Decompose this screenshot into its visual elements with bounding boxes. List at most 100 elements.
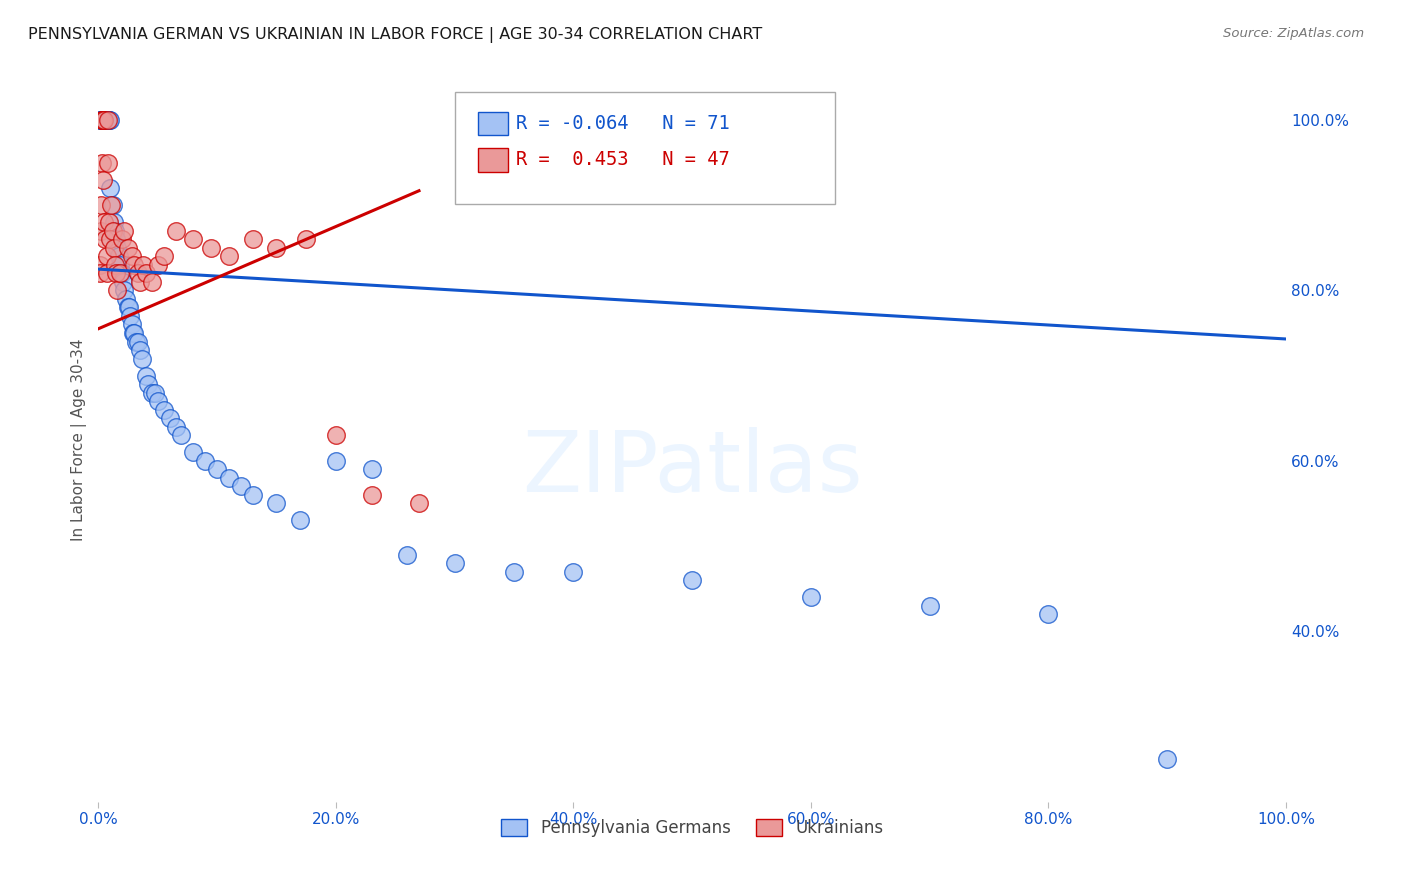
Point bbox=[90, 113, 112, 128]
Point bbox=[111, 266, 134, 280]
Point bbox=[104, 224, 127, 238]
Point bbox=[91, 113, 114, 128]
Point bbox=[141, 275, 163, 289]
Point bbox=[129, 275, 152, 289]
Point bbox=[105, 284, 128, 298]
Point bbox=[122, 258, 145, 272]
Text: Source: ZipAtlas.com: Source: ZipAtlas.com bbox=[1223, 27, 1364, 40]
Point bbox=[266, 241, 288, 255]
Point bbox=[183, 445, 205, 459]
Point bbox=[93, 113, 115, 128]
Point bbox=[96, 249, 118, 263]
Point bbox=[218, 249, 240, 263]
Point bbox=[114, 284, 136, 298]
Point bbox=[89, 258, 111, 272]
Bar bbox=[478, 148, 508, 171]
Point bbox=[93, 113, 115, 128]
Point bbox=[242, 488, 264, 502]
Point bbox=[218, 471, 240, 485]
Point bbox=[98, 113, 121, 128]
Point bbox=[159, 411, 181, 425]
Point bbox=[165, 224, 187, 238]
Point bbox=[107, 249, 129, 263]
Point bbox=[98, 232, 121, 246]
Point bbox=[110, 266, 132, 280]
Point bbox=[90, 113, 112, 128]
Point bbox=[266, 496, 288, 510]
Point bbox=[918, 599, 941, 613]
Point bbox=[98, 215, 121, 229]
Point bbox=[93, 215, 115, 229]
Point bbox=[146, 258, 169, 272]
Point bbox=[165, 419, 187, 434]
Point bbox=[96, 113, 118, 128]
Legend: Pennsylvania Germans, Ukrainians: Pennsylvania Germans, Ukrainians bbox=[494, 813, 890, 844]
Point bbox=[96, 266, 118, 280]
Point bbox=[90, 113, 112, 128]
Point bbox=[89, 266, 111, 280]
Point bbox=[90, 224, 112, 238]
Text: PENNSYLVANIA GERMAN VS UKRAINIAN IN LABOR FORCE | AGE 30-34 CORRELATION CHART: PENNSYLVANIA GERMAN VS UKRAINIAN IN LABO… bbox=[28, 27, 762, 43]
Point bbox=[90, 155, 112, 169]
Point bbox=[143, 385, 166, 400]
Point bbox=[118, 301, 141, 315]
Point bbox=[98, 181, 121, 195]
Point bbox=[121, 249, 143, 263]
Point bbox=[681, 573, 703, 587]
Point bbox=[125, 334, 148, 349]
Point bbox=[90, 113, 112, 128]
Point bbox=[242, 232, 264, 246]
Point bbox=[89, 113, 111, 128]
Point bbox=[101, 198, 124, 212]
Point bbox=[443, 556, 465, 570]
Point bbox=[104, 258, 127, 272]
Point bbox=[117, 241, 139, 255]
Point bbox=[105, 266, 128, 280]
Point bbox=[105, 241, 128, 255]
Point bbox=[135, 266, 157, 280]
Bar bbox=[478, 112, 508, 136]
Point bbox=[141, 385, 163, 400]
Point bbox=[127, 334, 149, 349]
Text: R =  0.453   N = 47: R = 0.453 N = 47 bbox=[516, 150, 730, 169]
Point bbox=[121, 318, 143, 332]
Point bbox=[103, 241, 125, 255]
Point bbox=[325, 428, 347, 442]
Point bbox=[290, 513, 312, 527]
Point bbox=[396, 548, 419, 562]
Point bbox=[129, 343, 152, 357]
Point bbox=[152, 249, 174, 263]
Point bbox=[101, 224, 124, 238]
Point bbox=[360, 462, 382, 476]
Text: R = -0.064   N = 71: R = -0.064 N = 71 bbox=[516, 113, 730, 133]
Point bbox=[132, 258, 155, 272]
Y-axis label: In Labor Force | Age 30-34: In Labor Force | Age 30-34 bbox=[72, 338, 87, 541]
Point bbox=[183, 232, 205, 246]
Point bbox=[96, 113, 118, 128]
Point bbox=[94, 113, 117, 128]
Point bbox=[91, 113, 114, 128]
Point bbox=[94, 113, 117, 128]
Point bbox=[97, 113, 120, 128]
Point bbox=[94, 232, 117, 246]
Point bbox=[114, 292, 136, 306]
Point bbox=[103, 215, 125, 229]
Point bbox=[408, 496, 430, 510]
Point bbox=[1038, 607, 1060, 622]
Point bbox=[295, 232, 318, 246]
Point bbox=[122, 326, 145, 340]
Point bbox=[229, 479, 252, 493]
Point bbox=[97, 155, 120, 169]
Point bbox=[93, 113, 115, 128]
Point bbox=[100, 198, 122, 212]
Point bbox=[98, 113, 121, 128]
Point bbox=[111, 232, 134, 246]
Point bbox=[152, 402, 174, 417]
Point bbox=[90, 113, 112, 128]
Point bbox=[200, 241, 222, 255]
Point bbox=[205, 462, 228, 476]
Point bbox=[131, 351, 153, 366]
Point bbox=[325, 454, 347, 468]
Text: ZIPatlas: ZIPatlas bbox=[522, 427, 862, 510]
Point bbox=[120, 309, 142, 323]
